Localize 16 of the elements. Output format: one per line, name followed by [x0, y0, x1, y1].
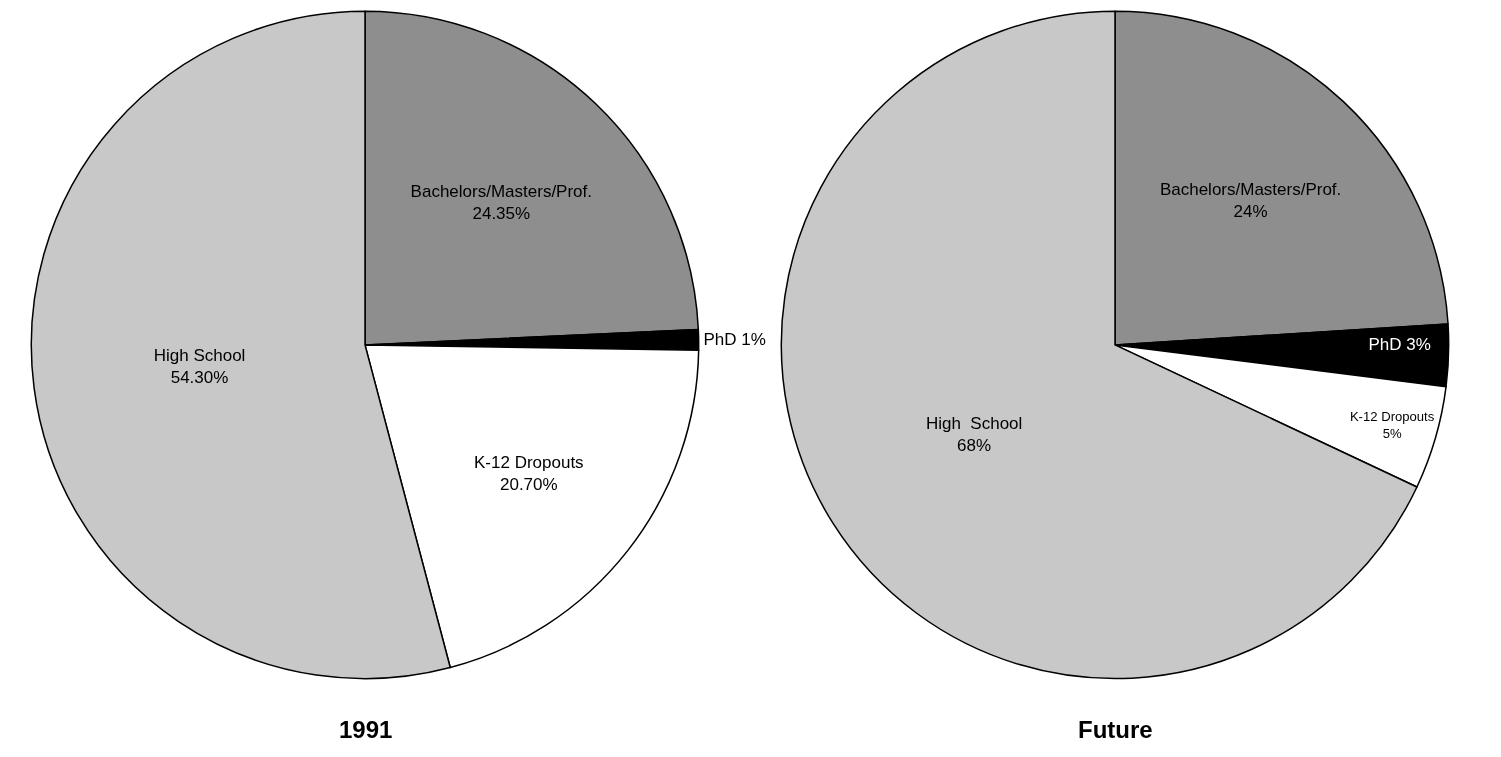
slice-label: PhD 3%	[1368, 335, 1431, 355]
slice-label: Bachelors/Masters/Prof.	[410, 181, 593, 201]
slice-label: K-12 Dropouts	[1349, 409, 1435, 425]
data-label: 24.35%	[472, 203, 531, 223]
slice-label: PhD 1%	[703, 330, 766, 350]
text: 1991	[339, 716, 393, 743]
slice-label: K-12 Dropouts	[474, 452, 584, 472]
slice-label: High School	[153, 345, 246, 365]
data-label: 5%	[1382, 426, 1402, 442]
data-label: 68%	[957, 435, 992, 455]
data-label: 54.30%	[170, 367, 229, 387]
data-label: 24%	[1233, 202, 1268, 222]
slice-label: Bachelors/Masters/Prof.	[1159, 179, 1342, 199]
text: Future	[1078, 716, 1153, 743]
slice-label: High School	[925, 413, 1023, 433]
data-label: 20.70%	[499, 474, 558, 494]
